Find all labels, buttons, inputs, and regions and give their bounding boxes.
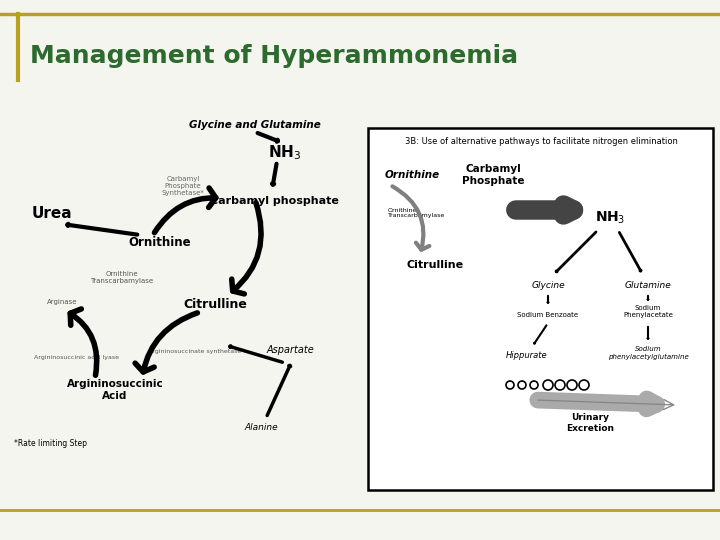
Text: Carbamyl
Phosphate
Synthetase: Carbamyl Phosphate Synthetase — [470, 217, 505, 233]
Text: Carbamyl phosphate: Carbamyl phosphate — [210, 196, 338, 206]
Text: 3B: Use of alternative pathways to facilitate nitrogen elimination: 3B: Use of alternative pathways to facil… — [405, 137, 678, 145]
Text: Argininosuccinate synthetase: Argininosuccinate synthetase — [148, 349, 242, 354]
Circle shape — [543, 380, 553, 390]
Text: Sodium
Phenylacetate: Sodium Phenylacetate — [623, 306, 673, 319]
Circle shape — [567, 380, 577, 390]
Text: Ornithine: Ornithine — [385, 170, 440, 180]
Text: *Rate limiting Step: *Rate limiting Step — [14, 438, 87, 448]
Circle shape — [579, 380, 589, 390]
Text: Management of Hyperammonemia: Management of Hyperammonemia — [30, 44, 518, 68]
Text: Glutamine: Glutamine — [625, 280, 671, 289]
Text: Urinary
Excretion: Urinary Excretion — [566, 413, 614, 433]
Text: Sodium
phenylacetylglutamine: Sodium phenylacetylglutamine — [608, 347, 688, 360]
Text: Aspartate: Aspartate — [266, 345, 314, 355]
Circle shape — [530, 381, 538, 389]
Circle shape — [518, 381, 526, 389]
Text: Ornithine
Transcarbamylase: Ornithine Transcarbamylase — [91, 272, 153, 285]
Text: Hippurate: Hippurate — [506, 350, 548, 360]
Bar — [368, 128, 713, 490]
Text: Ornithine: Ornithine — [129, 237, 192, 249]
Text: Argininosuccinic acid lyase: Argininosuccinic acid lyase — [35, 355, 120, 361]
Text: NH$_3$: NH$_3$ — [269, 144, 302, 163]
Text: Carbamyl
Phosphate
Synthetase*: Carbamyl Phosphate Synthetase* — [161, 176, 204, 196]
Text: Alanine: Alanine — [244, 423, 278, 433]
Text: Urea: Urea — [32, 206, 72, 221]
Text: NH$_3$: NH$_3$ — [595, 210, 625, 226]
Circle shape — [506, 381, 514, 389]
Text: Glycine and Glutamine: Glycine and Glutamine — [189, 120, 321, 130]
Text: Sodium Benzoate: Sodium Benzoate — [518, 312, 579, 318]
Text: Citrulline: Citrulline — [183, 299, 247, 312]
Text: Arginase: Arginase — [47, 299, 77, 305]
Text: Argininosuccinic
Acid: Argininosuccinic Acid — [67, 379, 163, 401]
Circle shape — [555, 380, 565, 390]
Text: Citrulline: Citrulline — [406, 260, 464, 270]
Text: Carbamyl
Phosphate: Carbamyl Phosphate — [462, 164, 524, 186]
Text: Glycine: Glycine — [531, 280, 564, 289]
Text: Ornithine
Transcarbamylase: Ornithine Transcarbamylase — [388, 207, 445, 218]
